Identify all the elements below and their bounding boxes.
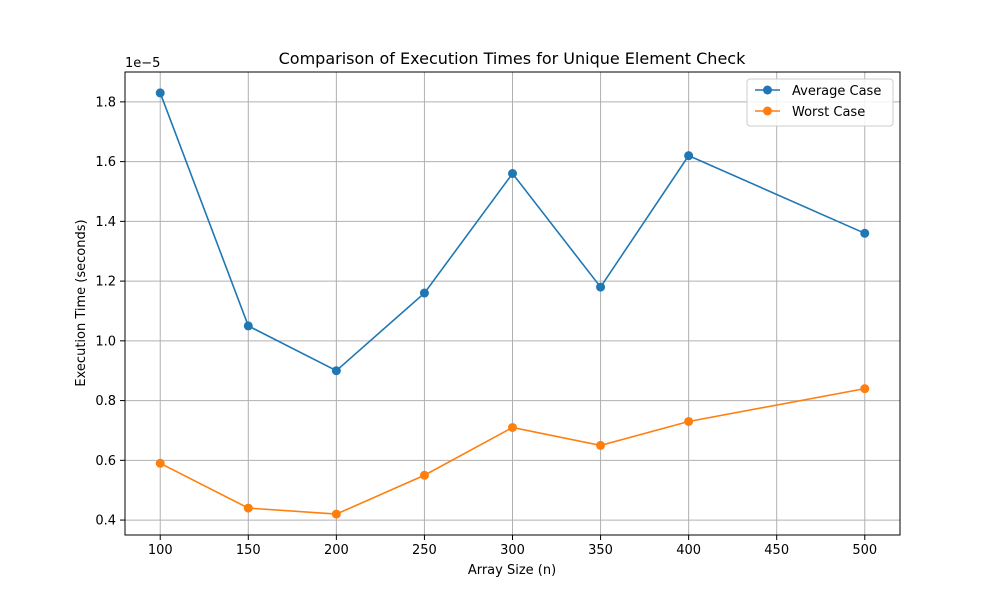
y-tick-label: 0.8 [95, 394, 116, 409]
x-axis: 100 150 200 250 300 350 400 450 500 [148, 535, 877, 558]
data-point-average-case [331, 366, 341, 376]
data-point-worst-case [684, 416, 694, 426]
x-tick-label: 150 [236, 543, 261, 558]
x-tick-label: 450 [764, 543, 789, 558]
chart-title: Comparison of Execution Times for Unique… [279, 49, 746, 68]
y-axis: 0.4 0.6 0.8 1.0 1.2 1.4 1.6 1.8 [95, 95, 125, 529]
x-tick-label: 400 [676, 543, 701, 558]
x-tick-label: 200 [324, 543, 349, 558]
legend-box [746, 78, 894, 127]
legend-label-average-case: Average Case [792, 84, 881, 99]
series-line-worst-case [159, 387, 865, 515]
series-line-average-case [159, 92, 866, 372]
y-tick-label: 1.6 [95, 155, 116, 170]
x-tick-label: 300 [500, 543, 525, 558]
legend: Average Case Worst Case [746, 78, 894, 127]
x-tick-label: 500 [852, 543, 877, 558]
data-point-worst-case [419, 470, 429, 480]
y-axis-label: Execution Time (seconds) [74, 219, 89, 386]
data-point-average-case [596, 282, 606, 292]
data-point-average-case [860, 228, 870, 238]
legend-label-worst-case: Worst Case [792, 105, 865, 120]
data-point-average-case [155, 88, 165, 98]
legend-marker-worst-case [763, 106, 772, 116]
y-tick-label: 0.4 [95, 514, 116, 529]
x-tick-label: 250 [412, 543, 437, 558]
series-layer [155, 88, 870, 519]
y-tick-label: 1.0 [95, 334, 116, 349]
data-point-worst-case [243, 503, 253, 513]
data-point-average-case [508, 169, 517, 179]
data-point-average-case [243, 321, 253, 331]
data-point-worst-case [155, 458, 165, 468]
x-axis-label: Array Size (n) [468, 563, 556, 578]
data-point-worst-case [508, 422, 517, 432]
y-tick-label: 0.6 [95, 454, 116, 469]
data-point-average-case [419, 288, 429, 298]
data-point-worst-case [596, 440, 606, 450]
legend-marker-average-case [763, 85, 772, 95]
data-point-worst-case [331, 509, 341, 519]
y-tick-label: 1.2 [95, 275, 116, 290]
y-tick-label: 1.8 [95, 95, 116, 110]
y-tick-label: 1.4 [95, 215, 116, 230]
data-point-average-case [684, 151, 694, 161]
x-tick-label: 350 [588, 543, 613, 558]
data-point-worst-case [860, 384, 870, 394]
y-axis-multiplier: 1e−5 [125, 56, 160, 71]
grid-lines [125, 72, 900, 535]
x-tick-label: 100 [148, 543, 173, 558]
